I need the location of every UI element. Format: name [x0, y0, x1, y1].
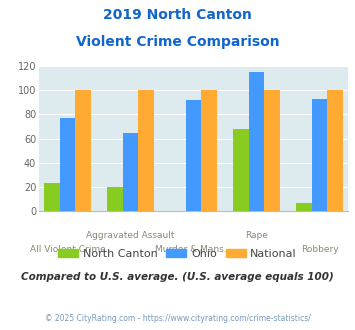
Bar	[44, 183, 60, 211]
Bar	[312, 99, 327, 211]
Bar	[75, 90, 91, 211]
Text: Aggravated Assault: Aggravated Assault	[86, 231, 175, 240]
Text: 2019 North Canton: 2019 North Canton	[103, 8, 252, 22]
Bar	[201, 90, 217, 211]
Text: All Violent Crime: All Violent Crime	[29, 245, 105, 253]
Text: Compared to U.S. average. (U.S. average equals 100): Compared to U.S. average. (U.S. average …	[21, 272, 334, 282]
Bar	[296, 203, 312, 211]
Bar	[327, 90, 343, 211]
Legend: North Canton, Ohio, National: North Canton, Ohio, National	[54, 245, 301, 264]
Bar	[138, 90, 154, 211]
Bar	[60, 118, 75, 211]
Bar	[186, 100, 201, 211]
Text: Violent Crime Comparison: Violent Crime Comparison	[76, 35, 279, 49]
Bar	[233, 129, 248, 211]
Text: Murder & Mans...: Murder & Mans...	[155, 245, 232, 253]
Text: © 2025 CityRating.com - https://www.cityrating.com/crime-statistics/: © 2025 CityRating.com - https://www.city…	[45, 314, 310, 323]
Text: Rape: Rape	[245, 231, 268, 240]
Bar	[264, 90, 280, 211]
Bar	[122, 133, 138, 211]
Bar	[107, 187, 122, 211]
Text: Robbery: Robbery	[301, 245, 338, 253]
Bar	[248, 72, 264, 211]
